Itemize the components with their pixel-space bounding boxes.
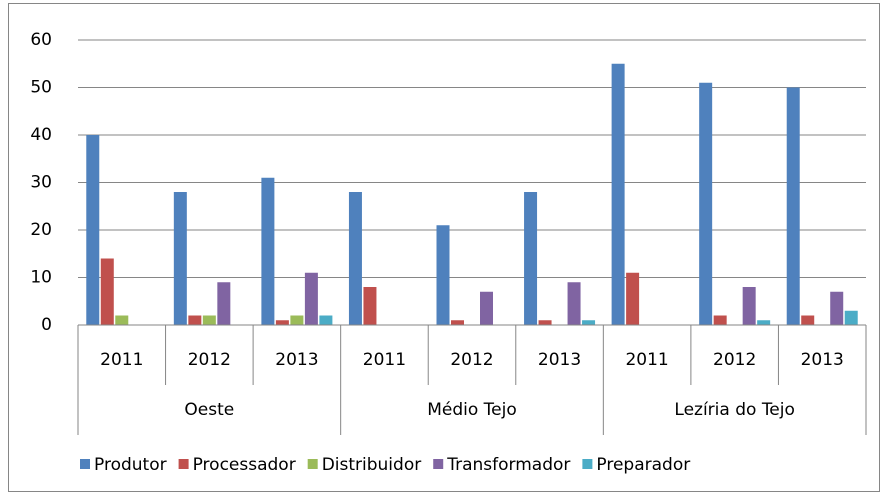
bar: [480, 291, 493, 325]
bar: [100, 258, 114, 325]
legend-swatch: [582, 459, 593, 469]
legend-swatch: [178, 459, 189, 469]
y-tick-label: 0: [41, 315, 52, 335]
bar: [742, 287, 756, 325]
x-tick-label: 2011: [625, 350, 668, 370]
legend-label: Produtor: [94, 455, 167, 475]
bar: [757, 320, 771, 325]
x-tick-label: 2013: [275, 350, 318, 370]
legend-swatch: [433, 459, 444, 469]
bar: [173, 192, 187, 325]
bar: [567, 282, 581, 325]
bar: [290, 315, 304, 325]
y-tick-label: 20: [30, 220, 52, 240]
x-tick-label: 2012: [450, 350, 493, 370]
bar: [699, 82, 713, 325]
x-tick-label: 2012: [188, 350, 231, 370]
y-tick-label: 60: [30, 30, 52, 50]
bar: [363, 287, 377, 325]
bar: [786, 87, 800, 325]
bar: [611, 63, 625, 325]
group-label: Lezíria do Tejo: [674, 400, 795, 420]
bar: [626, 272, 640, 325]
bar: [86, 135, 100, 325]
x-tick-label: 2012: [713, 350, 756, 370]
bar: [451, 320, 464, 325]
legend-label: Distribuidor: [322, 455, 422, 475]
bar: [830, 291, 844, 325]
legend-swatch: [80, 459, 90, 469]
bar: [348, 192, 362, 325]
bar: [261, 177, 275, 325]
group-label: Médio Tejo: [427, 400, 517, 420]
bar: [844, 310, 858, 325]
x-tick-label: 2013: [801, 350, 844, 370]
y-tick-label: 50: [30, 78, 52, 98]
bar: [524, 192, 538, 325]
bar: [538, 320, 552, 325]
bar: [115, 315, 129, 325]
bar: [202, 315, 216, 325]
x-tick-label: 2011: [100, 350, 143, 370]
legend-label: Preparador: [596, 455, 690, 475]
legend-label: Processador: [193, 455, 296, 475]
bar: [582, 320, 596, 325]
y-tick-label: 30: [30, 173, 52, 193]
y-tick-label: 10: [30, 268, 52, 288]
bar: [217, 282, 231, 325]
y-tick-label: 40: [30, 125, 52, 145]
bar: [275, 320, 289, 325]
x-tick-label: 2013: [538, 350, 581, 370]
x-tick-label: 2011: [363, 350, 406, 370]
bar: [801, 315, 815, 325]
bar: [304, 272, 318, 325]
bar: [436, 225, 450, 325]
bar: [713, 315, 727, 325]
bar: [319, 315, 333, 325]
legend-label: Transformador: [446, 455, 570, 475]
legend-swatch: [307, 459, 318, 469]
bar: [188, 315, 202, 325]
group-label: Oeste: [184, 400, 234, 420]
